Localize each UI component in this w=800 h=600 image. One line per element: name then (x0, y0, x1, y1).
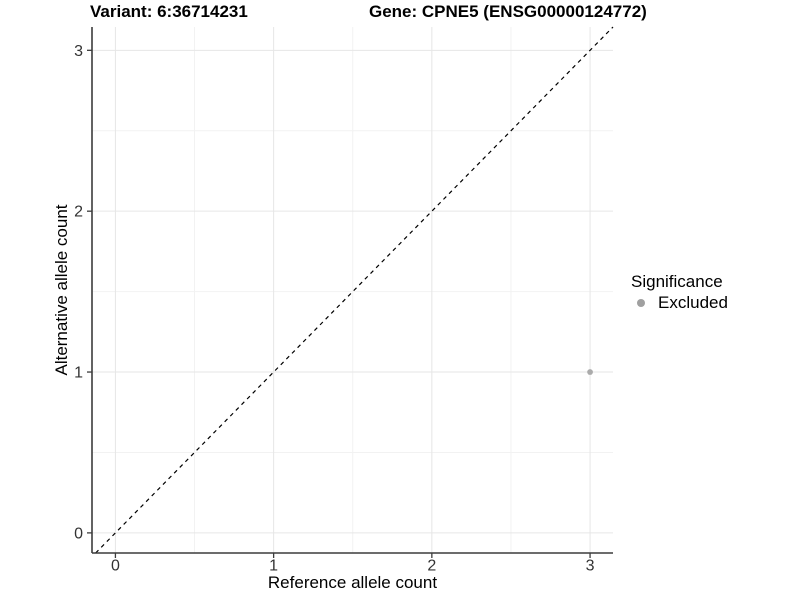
data-point (587, 369, 593, 375)
x-tick-label-2: 2 (427, 558, 436, 575)
x-tick-label-1: 1 (269, 558, 278, 575)
y-tick-label-0: 0 (74, 525, 83, 542)
identity-dashed-line (95, 26, 614, 554)
x-tick-label-0: 0 (111, 558, 120, 575)
y-tick-label-3: 3 (74, 43, 83, 60)
legend-title: Significance (631, 272, 723, 291)
legend-point-swatch (637, 299, 645, 307)
x-tick-label-3: 3 (586, 558, 595, 575)
y-tick-label-2: 2 (74, 204, 83, 221)
plot-title-gene: Gene: CPNE5 (ENSG00000124772) (369, 2, 647, 21)
y-tick-label-1: 1 (74, 365, 83, 382)
plot-title-variant: Variant: 6:36714231 (90, 2, 248, 21)
x-axis-title: Reference allele count (267, 573, 438, 592)
y-axis-title: Alternative allele count (52, 204, 71, 376)
legend-entry-excluded: Excluded (631, 294, 728, 312)
legend-entry-label: Excluded (658, 293, 728, 312)
legend: Significance Excluded (631, 272, 728, 312)
